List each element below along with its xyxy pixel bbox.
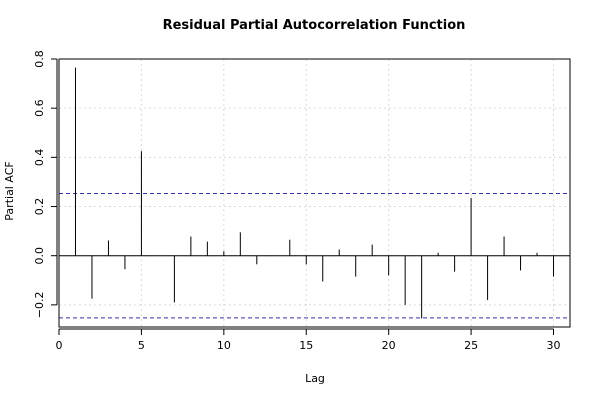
x-tick-label-0: 0 xyxy=(56,339,63,352)
y-tick-label-5: 0.8 xyxy=(33,50,46,68)
x-axis-label: Lag xyxy=(305,372,325,385)
y-tick-label-3: 0.4 xyxy=(33,149,46,167)
y-tick-label-1: 0.0 xyxy=(33,247,46,265)
plot-frame xyxy=(58,58,571,328)
y-tick-label-2: 0.2 xyxy=(33,198,46,216)
y-tick-label-4: 0.6 xyxy=(33,99,46,117)
x-tick-label-4: 20 xyxy=(382,339,396,352)
y-tick-label-0: −0.2 xyxy=(33,292,46,319)
x-tick-label-5: 25 xyxy=(464,339,478,352)
x-tick-label-3: 15 xyxy=(299,339,313,352)
x-tick-label-6: 30 xyxy=(547,339,561,352)
confidence-bounds xyxy=(59,192,570,319)
x-tick-label-1: 5 xyxy=(138,339,145,352)
chart-title: Residual Partial Autocorrelation Functio… xyxy=(163,18,466,33)
axis-layer: 0 5 10 15 20 25 30 −0.2 0.0 0.2 0.4 0.6 0.8 xyxy=(33,50,561,352)
y-axis-label: Partial ACF xyxy=(3,161,16,220)
x-tick-label-2: 10 xyxy=(217,339,231,352)
spike-layer xyxy=(59,67,570,319)
